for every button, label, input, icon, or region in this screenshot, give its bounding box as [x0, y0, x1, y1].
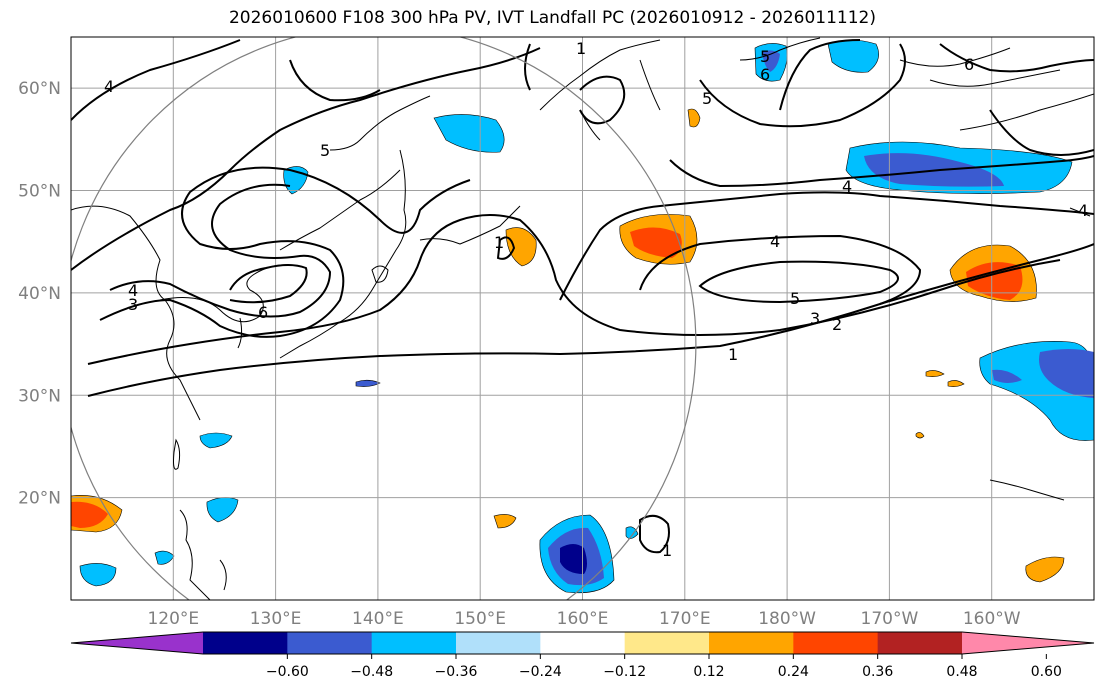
colorbar-tick-label: 0.12: [693, 664, 724, 680]
positive-anomaly-small-3: [1025, 556, 1065, 583]
longitude-label: 150°E: [454, 609, 506, 629]
negative-anomaly-bering: [827, 39, 879, 73]
contour-label: 4: [104, 77, 114, 96]
contour-label: 6: [258, 303, 268, 322]
positive-anomaly-westedge: [71, 495, 123, 533]
colorbar-extend-low: [71, 632, 203, 654]
contour-label: 2: [832, 315, 842, 334]
colorbar-segment: [456, 632, 541, 654]
negative-anomaly-hawaii-north: [979, 341, 1094, 441]
contour-label: 1: [576, 39, 586, 58]
longitude-label: 180°W: [758, 609, 816, 629]
longitude-label: 160°E: [557, 609, 609, 629]
contour-label: 4: [1078, 201, 1088, 220]
colorbar-tick-label: −0.12: [603, 664, 646, 680]
colorbar-tick-label: 0.24: [778, 664, 809, 680]
map-frame: [70, 36, 1095, 601]
contour-label: 5: [760, 47, 770, 66]
latitude-label: 40°N: [18, 284, 61, 304]
contour-label: 5: [702, 89, 712, 108]
colorbar-extend-high: [962, 632, 1094, 654]
contour-label: 1: [662, 541, 672, 560]
colorbar: −0.60 −0.48 −0.36 −0.24 −0.12 0.12 0.24 0.36 0.4…: [70, 631, 1095, 680]
positive-anomaly-small-4: [915, 370, 965, 439]
positive-anomaly-small-1: [687, 108, 701, 128]
colorbar-tick-label: −0.24: [519, 664, 562, 680]
contour-label: 5: [790, 289, 800, 308]
longitude-label: 160°W: [963, 609, 1021, 629]
longitude-labels: 120°E 130°E 140°E 150°E 160°E 170°E 180°W 170°W…: [147, 609, 1020, 629]
colorbar-segment: [624, 632, 710, 654]
positive-anomaly-japan-east: [505, 227, 537, 267]
colorbar-tick-label: −0.60: [266, 664, 309, 680]
positive-anomaly-midpacific: [619, 214, 698, 265]
contour-label: 4: [842, 177, 852, 196]
longitude-label: 120°E: [147, 609, 199, 629]
negative-anomaly-kamchatka: [754, 43, 788, 82]
contour-labels: 4 5 6 4 3 1 5 6 5 4 6 1 4 5 3 2 1 4 1: [104, 39, 1088, 560]
colorbar-tick-label: −0.36: [435, 664, 478, 680]
longitude-label: 140°E: [352, 609, 404, 629]
pv-contours: [71, 39, 1094, 554]
contour-label: 3: [128, 295, 138, 314]
colorbar-segment: [877, 632, 963, 654]
colorbar-segment: [287, 632, 373, 654]
latitude-label: 20°N: [18, 489, 61, 509]
positive-anomaly-small-2: [493, 514, 517, 529]
colorbar-segment: [709, 632, 794, 654]
colorbar-segment: [203, 632, 288, 654]
latitude-label: 30°N: [18, 386, 61, 406]
colorbar-tick-label: 0.36: [862, 664, 893, 680]
negative-anomaly-small-1: [79, 563, 117, 587]
colorbar-segment: [793, 632, 879, 654]
latitude-label: 60°N: [18, 79, 61, 99]
map-title: 2026010600 F108 300 hPa PV, IVT Landfall…: [228, 8, 876, 28]
contour-label: 6: [964, 55, 974, 74]
negative-anomaly-small-5: [154, 550, 175, 565]
negative-anomaly-small-4: [355, 379, 381, 387]
contour-label: 6: [760, 65, 770, 84]
colorbar-segment: [371, 632, 457, 654]
contour-label: 4: [770, 232, 780, 251]
contour-label: 1: [728, 345, 738, 364]
contour-label: 4: [128, 281, 138, 300]
domain-circle: [71, 37, 697, 600]
negative-anomaly-okhotsk: [433, 114, 505, 153]
longitude-label: 130°E: [250, 609, 302, 629]
latitude-label: 50°N: [18, 182, 61, 202]
negative-anomaly-tropical: [539, 514, 615, 594]
colorbar-tick-label: −0.48: [350, 664, 393, 680]
coastlines: [71, 37, 1094, 600]
negative-anomaly-small-6: [625, 526, 639, 539]
longitude-label: 170°W: [861, 609, 919, 629]
colorbar-segment: [540, 632, 626, 654]
contour-label: 1: [494, 233, 504, 252]
colorbar-tick-label: 0.48: [946, 664, 977, 680]
contour-label: 3: [810, 309, 820, 328]
colorbar-outline: [70, 631, 1095, 655]
colorbar-tick-label: 0.60: [1031, 664, 1062, 680]
negative-anomaly-small-3: [199, 432, 233, 449]
negative-anomaly-small-2: [206, 497, 239, 523]
contour-label: 5: [320, 141, 330, 160]
latitude-labels: 60°N 50°N 40°N 30°N 20°N: [18, 79, 61, 508]
longitude-label: 170°E: [659, 609, 711, 629]
